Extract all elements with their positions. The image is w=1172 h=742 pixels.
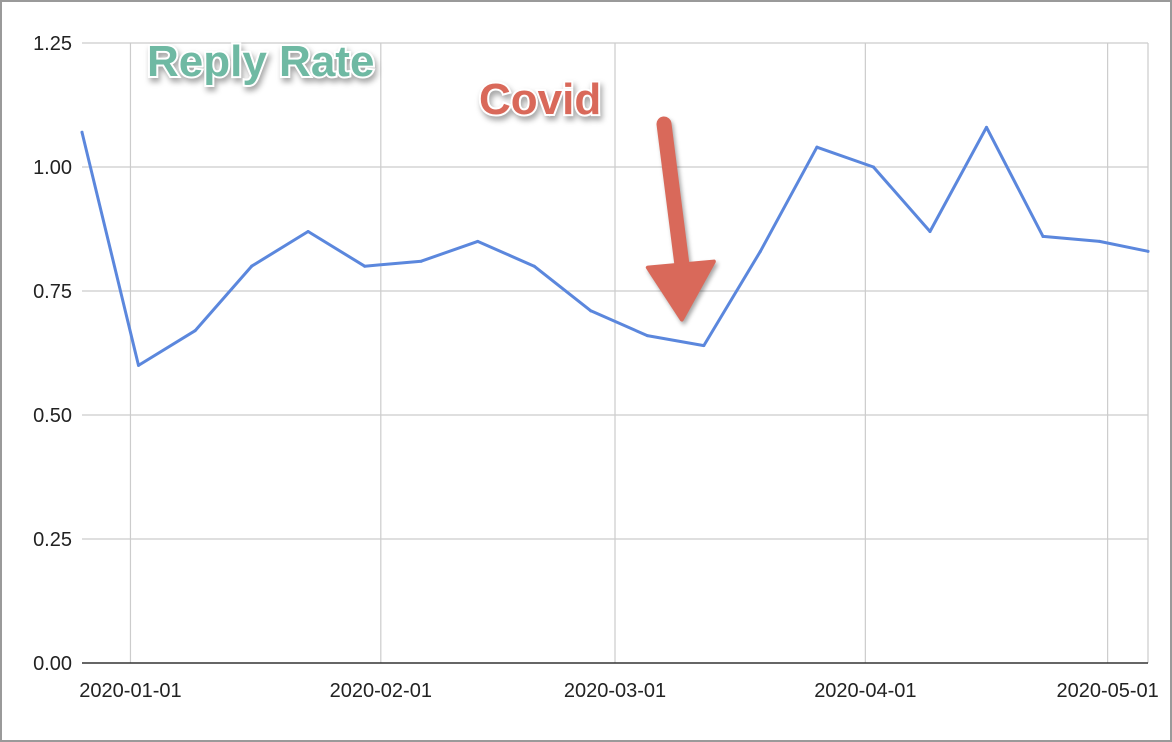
data-point: [1146, 249, 1150, 253]
data-point: [80, 130, 84, 134]
data-point: [871, 165, 875, 169]
covid-arrow-head: [645, 259, 716, 322]
data-point: [250, 264, 254, 268]
chart-title: Reply Rate: [147, 37, 374, 86]
x-tick-label: 2020-01-01: [79, 680, 181, 702]
data-point: [1098, 239, 1102, 243]
covid-arrow-shaft: [656, 116, 692, 288]
y-tick-label: 0.75: [33, 281, 72, 303]
y-tick-label: 1.25: [33, 33, 72, 55]
x-tick-label: 2020-05-01: [1056, 680, 1158, 702]
data-point: [984, 125, 988, 129]
reply-rate-series-line: [80, 125, 1150, 367]
covid-annotation-label: Covid: [479, 75, 601, 124]
grid-layer: [82, 42, 1149, 663]
series-layer: [80, 125, 1150, 367]
data-point: [1041, 234, 1045, 238]
annotation-layer: [645, 116, 716, 322]
data-point: [702, 344, 706, 348]
y-tick-label: 1.00: [33, 157, 72, 179]
axis-layer: 0.00 0.25 0.50 0.75 1.00 1.25 2020-01-01 2020-0…: [33, 33, 1159, 702]
data-point: [589, 309, 593, 313]
data-point: [758, 249, 762, 253]
data-point: [815, 145, 819, 149]
data-point: [306, 229, 310, 233]
covid-arrow-icon: [645, 116, 716, 322]
x-tick-label: 2020-03-01: [564, 680, 666, 702]
data-point: [928, 229, 932, 233]
y-tick-label: 0.50: [33, 405, 72, 427]
y-tick-label: 0.00: [33, 653, 72, 675]
data-point: [137, 363, 141, 367]
data-point: [476, 239, 480, 243]
data-point: [419, 259, 423, 263]
data-point: [645, 334, 649, 338]
x-tick-label: 2020-02-01: [330, 680, 432, 702]
data-point: [532, 264, 536, 268]
y-tick-label: 0.25: [33, 529, 72, 551]
x-tick-label: 2020-04-01: [814, 680, 916, 702]
data-point: [363, 264, 367, 268]
data-point: [193, 329, 197, 333]
